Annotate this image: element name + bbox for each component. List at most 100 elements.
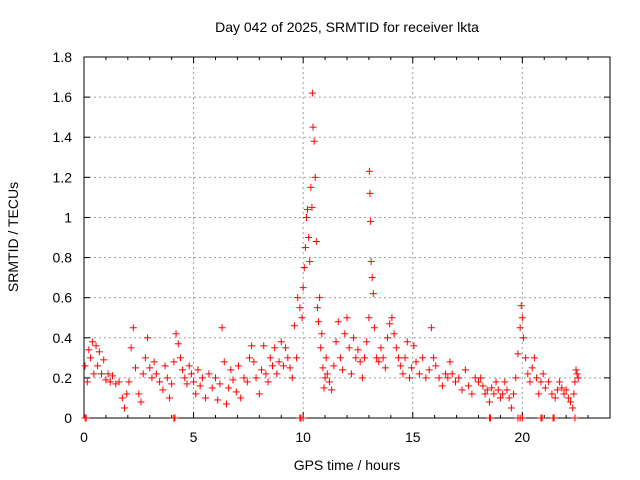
data-point — [243, 378, 251, 386]
data-point — [553, 386, 561, 394]
data-point — [202, 394, 210, 402]
data-point — [510, 390, 518, 398]
data-point — [159, 386, 167, 394]
data-point — [235, 362, 243, 370]
data-point — [415, 370, 423, 378]
data-point — [279, 362, 287, 370]
data-point — [574, 374, 582, 382]
data-point — [572, 366, 580, 374]
data-point — [558, 384, 566, 392]
data-point — [205, 370, 213, 378]
x-tick-label: 15 — [405, 429, 421, 445]
data-point — [487, 414, 495, 422]
data-point — [282, 344, 290, 352]
data-point — [328, 386, 336, 394]
data-point — [488, 384, 496, 392]
data-point — [494, 386, 502, 394]
data-point — [571, 378, 579, 386]
data-point — [299, 284, 307, 292]
data-point — [271, 344, 279, 352]
y-tick-label: 0.6 — [53, 290, 73, 306]
data-point — [252, 374, 260, 382]
data-point — [260, 342, 268, 350]
data-point — [496, 394, 504, 402]
data-point — [225, 384, 233, 392]
data-point — [190, 378, 198, 386]
data-point — [341, 330, 349, 338]
data-point — [293, 354, 301, 362]
data-point — [356, 358, 364, 366]
data-point — [461, 366, 469, 374]
data-point — [518, 314, 526, 322]
data-point — [100, 356, 108, 364]
data-point — [370, 324, 378, 332]
y-tick-label: 1.8 — [53, 49, 73, 65]
data-point — [388, 314, 396, 322]
data-point — [444, 374, 452, 382]
data-point — [139, 370, 147, 378]
data-point — [302, 213, 310, 221]
data-point — [141, 354, 149, 362]
data-point — [245, 354, 253, 362]
data-point — [137, 398, 145, 406]
data-point — [537, 378, 545, 386]
data-point — [432, 362, 440, 370]
data-point — [212, 374, 219, 382]
data-point — [104, 370, 112, 378]
data-point — [408, 364, 416, 372]
data-point — [172, 330, 180, 338]
data-point — [208, 384, 216, 392]
data-point — [196, 382, 204, 390]
data-point — [570, 390, 578, 398]
data-point — [94, 362, 102, 370]
data-point — [516, 324, 524, 332]
data-point — [442, 370, 450, 378]
data-point — [483, 386, 491, 394]
data-point — [306, 258, 314, 266]
x-tick-label: 20 — [515, 429, 531, 445]
data-point — [161, 362, 169, 370]
data-point — [185, 362, 193, 370]
data-point — [514, 350, 522, 358]
data-point — [121, 404, 129, 412]
data-point — [455, 374, 463, 382]
data-point — [392, 344, 400, 352]
data-point — [569, 404, 577, 412]
data-point — [369, 290, 377, 298]
data-point — [330, 362, 338, 370]
data-point — [358, 374, 366, 382]
data-point — [571, 414, 579, 422]
data-point — [548, 390, 556, 398]
data-point — [386, 320, 394, 328]
data-point — [262, 370, 270, 378]
data-point — [492, 378, 500, 386]
data-point — [198, 374, 206, 382]
data-point — [347, 370, 355, 378]
y-tick-label: 1.6 — [53, 89, 73, 105]
data-point — [216, 380, 224, 388]
data-point — [232, 388, 240, 396]
data-point — [367, 217, 375, 225]
data-point — [315, 318, 323, 326]
data-point — [451, 378, 459, 386]
x-tick-label: 5 — [190, 429, 198, 445]
y-tick-label: 0.4 — [53, 330, 73, 346]
data-point — [395, 354, 403, 362]
data-point — [539, 370, 547, 378]
data-point — [530, 354, 538, 362]
data-point — [518, 414, 526, 422]
data-point — [222, 400, 230, 408]
data-point — [481, 390, 489, 398]
data-point — [564, 394, 572, 402]
data-point — [507, 404, 515, 412]
data-point — [435, 374, 443, 382]
data-point — [468, 390, 476, 398]
x-tick-label: 10 — [295, 429, 311, 445]
data-point — [284, 354, 292, 362]
data-point — [562, 386, 570, 394]
data-point — [320, 384, 328, 392]
data-point — [214, 396, 222, 404]
data-point — [377, 344, 385, 352]
data-point — [299, 414, 307, 422]
data-point — [308, 89, 316, 97]
